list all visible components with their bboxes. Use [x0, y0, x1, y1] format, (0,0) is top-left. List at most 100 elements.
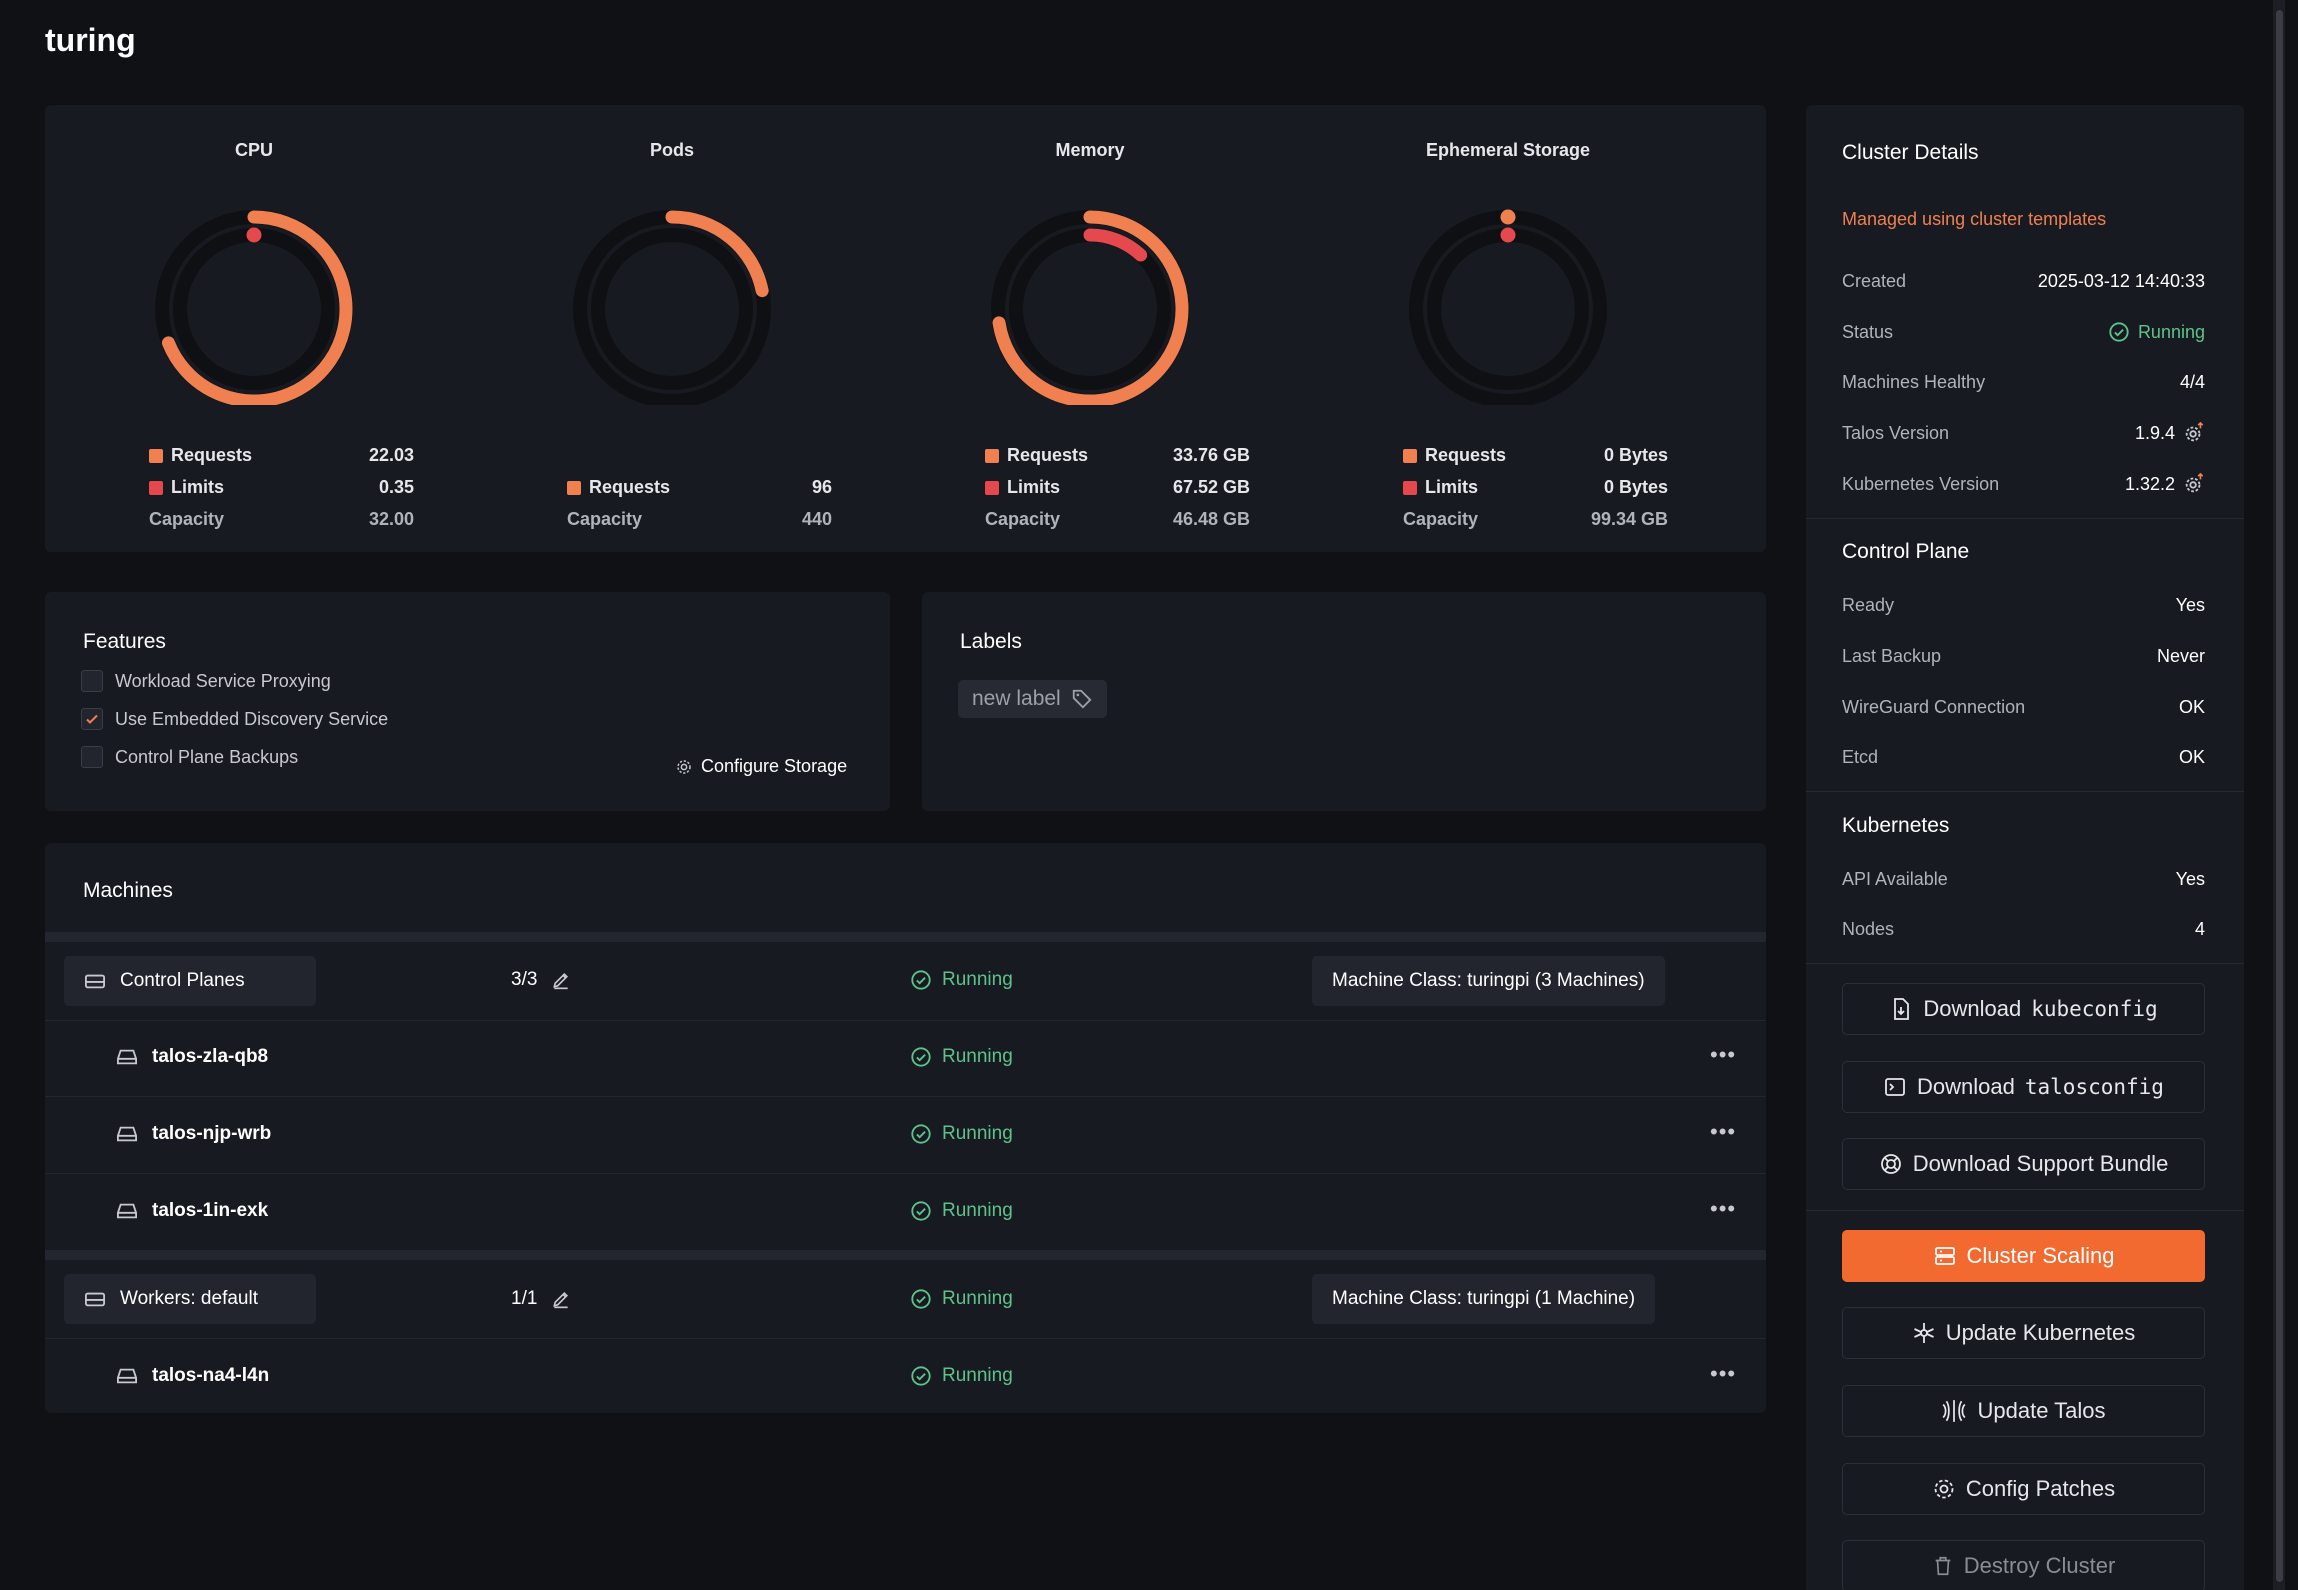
- pencil-icon[interactable]: [551, 1289, 571, 1309]
- stat-value: 99.34 GB: [1590, 509, 1668, 529]
- stat-label: Requests: [589, 477, 671, 497]
- stat-label: Limits: [171, 477, 225, 497]
- k8s-nodes: Nodes 4: [1842, 919, 2205, 940]
- stat-value: 22.03: [368, 445, 414, 465]
- status-text: Running: [942, 1046, 1013, 1067]
- gauge-stat-requests: Requests 22.03: [149, 445, 414, 466]
- settings-update-icon[interactable]: [2183, 473, 2205, 495]
- gear-icon: [1934, 1479, 1954, 1499]
- gauge-stat-capacity: Capacity 46.48 GB: [985, 509, 1250, 530]
- settings-update-icon[interactable]: [2183, 422, 2205, 444]
- check-circle-icon: [2109, 322, 2129, 342]
- machine-row[interactable]: talos-zla-qb8: [116, 1046, 268, 1068]
- feature-embedded-discovery[interactable]: Use Embedded Discovery Service: [81, 708, 388, 730]
- download-talosconfig-button[interactable]: Download talosconfig: [1842, 1061, 2205, 1113]
- config-patches-button[interactable]: Config Patches: [1842, 1463, 2205, 1515]
- group-divider: [45, 1250, 1766, 1260]
- more-options-icon[interactable]: •••: [1710, 1042, 1737, 1067]
- gauge-stat-requests: Requests 0 Bytes: [1403, 445, 1668, 466]
- hard-drive-icon: [117, 1126, 137, 1142]
- more-options-icon[interactable]: •••: [1710, 1361, 1737, 1386]
- terminal-icon: [1885, 1078, 1905, 1096]
- check-circle-icon: [911, 970, 931, 990]
- check-circle-icon: [911, 1289, 931, 1309]
- button-label: Download: [1923, 996, 2022, 1021]
- status-text: Running: [942, 969, 1013, 990]
- detail-value: 2025-03-12 14:40:33: [2037, 271, 2205, 291]
- trash-icon: [1935, 1556, 1951, 1576]
- detail-status: Status Running: [1842, 321, 2205, 343]
- checkbox-checked[interactable]: [81, 708, 103, 730]
- machine-status: Running: [910, 1365, 1013, 1387]
- machine-row[interactable]: talos-na4-l4n: [116, 1365, 269, 1387]
- checkbox[interactable]: [81, 746, 103, 768]
- button-label: Update Talos: [1977, 1398, 2106, 1423]
- legend-swatch: [149, 448, 163, 463]
- cp-wireguard: WireGuard Connection OK: [1842, 697, 2205, 718]
- features-panel: Features Workload Service Proxying Use E…: [45, 592, 890, 811]
- detail-talos-version: Talos Version 1.9.4: [1842, 422, 2205, 444]
- checkbox[interactable]: [81, 670, 103, 692]
- destroy-cluster-button[interactable]: Destroy Cluster: [1842, 1540, 2205, 1590]
- more-options-icon[interactable]: •••: [1710, 1196, 1737, 1221]
- stat-value: 32.00: [368, 509, 414, 529]
- download-support-bundle-button[interactable]: Download Support Bundle: [1842, 1138, 2205, 1190]
- requests-arc: [665, 210, 769, 298]
- button-label: Destroy Cluster: [1963, 1553, 2116, 1578]
- group-workers-default[interactable]: Workers: default: [64, 1274, 316, 1324]
- pencil-icon[interactable]: [551, 970, 571, 990]
- detail-value: Running: [2108, 321, 2205, 343]
- scrollbar-thumb[interactable]: [2276, 10, 2283, 1582]
- group-control-planes[interactable]: Control Planes: [64, 956, 316, 1006]
- limits-dot: [246, 227, 262, 243]
- detail-value: 1.32.2: [2125, 473, 2205, 495]
- detail-value: Never: [2156, 646, 2205, 666]
- server-icon: [85, 974, 105, 989]
- gauge-stat-limits: Limits 0 Bytes: [1403, 477, 1668, 498]
- check-circle-icon: [911, 1124, 931, 1144]
- stat-value: 33.76 GB: [1172, 445, 1250, 465]
- status-text: Running: [2137, 321, 2205, 342]
- machine-class-chip[interactable]: Machine Class: turingpi (1 Machine): [1312, 1274, 1656, 1324]
- update-talos-button[interactable]: Update Talos: [1842, 1385, 2205, 1437]
- button-label: Download: [1917, 1074, 2015, 1099]
- stat-label: Requests: [1425, 445, 1507, 465]
- gear-icon: [677, 759, 691, 774]
- feature-control-plane-backups[interactable]: Control Plane Backups: [81, 746, 298, 768]
- stat-value: 67.52 GB: [1172, 477, 1250, 497]
- stat-value: 0 Bytes: [1603, 445, 1668, 465]
- machines-panel: Machines: [45, 843, 1766, 1413]
- machine-name: talos-zla-qb8: [152, 1046, 269, 1067]
- lifebuoy-icon: [1880, 1154, 1901, 1174]
- stat-value: 440: [801, 509, 832, 529]
- cluster-scaling-button[interactable]: Cluster Scaling: [1842, 1230, 2205, 1282]
- detail-created: Created 2025-03-12 14:40:33: [1842, 271, 2205, 292]
- machine-row[interactable]: talos-njp-wrb: [116, 1123, 271, 1145]
- donut-chart: [991, 210, 1189, 405]
- requests-arc: [992, 210, 1189, 405]
- donut-chart: [1409, 209, 1607, 405]
- machine-status: Running: [910, 1200, 1013, 1222]
- k8s-api-available: API Available Yes: [1842, 869, 2205, 890]
- gauge-memory: Memory Requests 33.76 GB Limits 67.52 GB Capa…: [881, 105, 1299, 529]
- detail-key: Ready: [1842, 595, 1895, 615]
- feature-workload-proxying[interactable]: Workload Service Proxying: [81, 670, 331, 692]
- managed-templates-link[interactable]: Managed using cluster templates: [1842, 209, 2107, 229]
- gauge-cpu: CPU Requests 22.03 Limits 0.35 Capacity 32.00: [45, 105, 463, 529]
- new-label-chip[interactable]: new label: [958, 680, 1107, 718]
- check-circle-icon: [911, 1201, 931, 1221]
- row-divider: [45, 1173, 1766, 1174]
- group-status: Running: [910, 969, 1013, 991]
- status-text: Running: [942, 1123, 1013, 1144]
- download-kubeconfig-button[interactable]: Download kubeconfig: [1842, 983, 2205, 1035]
- machine-row[interactable]: talos-1in-exk: [116, 1200, 268, 1222]
- donut-chart: [573, 210, 771, 405]
- more-options-icon[interactable]: •••: [1710, 1119, 1737, 1144]
- button-label-mono: kubeconfig: [2031, 997, 2158, 1021]
- update-kubernetes-button[interactable]: Update Kubernetes: [1842, 1307, 2205, 1359]
- configure-storage-button[interactable]: Configure Storage: [675, 756, 847, 777]
- limits-dot: [1500, 227, 1516, 243]
- machine-class-chip[interactable]: Machine Class: turingpi (3 Machines): [1312, 956, 1665, 1006]
- legend-swatch: [1403, 448, 1417, 463]
- check-circle-icon: [911, 1047, 931, 1067]
